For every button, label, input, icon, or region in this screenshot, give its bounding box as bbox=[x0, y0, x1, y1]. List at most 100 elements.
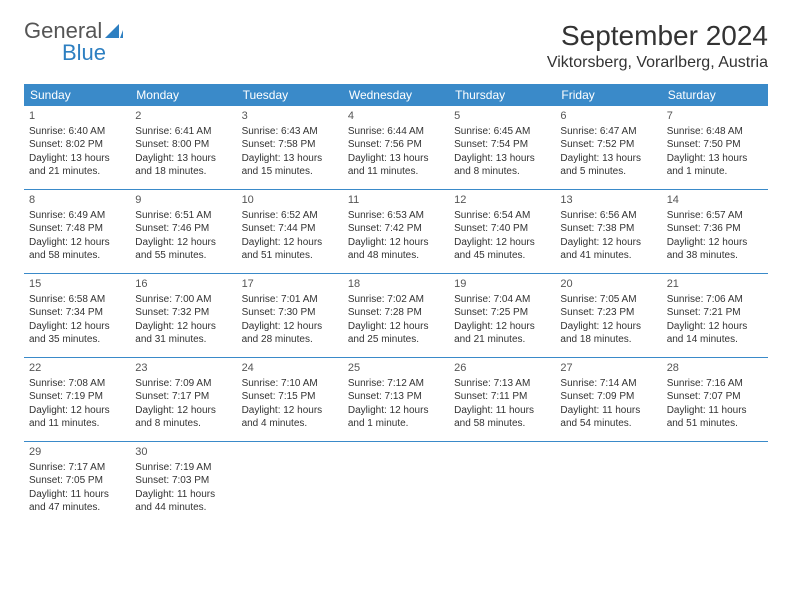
day-daylight1: Daylight: 12 hours bbox=[135, 404, 231, 418]
day-daylight1: Daylight: 12 hours bbox=[667, 320, 763, 334]
day-sunrise: Sunrise: 6:54 AM bbox=[454, 209, 550, 223]
day-daylight1: Daylight: 11 hours bbox=[560, 404, 656, 418]
calendar-day-cell bbox=[237, 442, 343, 526]
calendar-day-cell: 14Sunrise: 6:57 AMSunset: 7:36 PMDayligh… bbox=[662, 190, 768, 274]
day-number: 12 bbox=[454, 193, 550, 208]
day-number: 30 bbox=[135, 445, 231, 460]
day-daylight2: and 1 minute. bbox=[667, 165, 763, 179]
day-daylight2: and 21 minutes. bbox=[454, 333, 550, 347]
day-number: 4 bbox=[348, 109, 444, 124]
weekday-header: Wednesday bbox=[343, 84, 449, 106]
day-sunrise: Sunrise: 7:19 AM bbox=[135, 461, 231, 475]
day-sunset: Sunset: 7:34 PM bbox=[29, 306, 125, 320]
calendar-day-cell: 30Sunrise: 7:19 AMSunset: 7:03 PMDayligh… bbox=[130, 442, 236, 526]
day-daylight1: Daylight: 12 hours bbox=[29, 404, 125, 418]
day-sunrise: Sunrise: 6:43 AM bbox=[242, 125, 338, 139]
calendar-day-cell: 17Sunrise: 7:01 AMSunset: 7:30 PMDayligh… bbox=[237, 274, 343, 358]
day-sunrise: Sunrise: 6:53 AM bbox=[348, 209, 444, 223]
day-sunset: Sunset: 7:05 PM bbox=[29, 474, 125, 488]
day-daylight1: Daylight: 12 hours bbox=[135, 236, 231, 250]
day-daylight2: and 38 minutes. bbox=[667, 249, 763, 263]
day-daylight2: and 15 minutes. bbox=[242, 165, 338, 179]
day-sunset: Sunset: 7:09 PM bbox=[560, 390, 656, 404]
day-daylight2: and 28 minutes. bbox=[242, 333, 338, 347]
day-sunset: Sunset: 7:48 PM bbox=[29, 222, 125, 236]
calendar-day-cell: 26Sunrise: 7:13 AMSunset: 7:11 PMDayligh… bbox=[449, 358, 555, 442]
day-sunset: Sunset: 7:52 PM bbox=[560, 138, 656, 152]
day-sunset: Sunset: 7:25 PM bbox=[454, 306, 550, 320]
logo: General Blue bbox=[24, 20, 123, 64]
logo-text: General Blue bbox=[24, 20, 123, 64]
day-daylight1: Daylight: 12 hours bbox=[29, 320, 125, 334]
day-daylight2: and 31 minutes. bbox=[135, 333, 231, 347]
calendar-day-cell: 3Sunrise: 6:43 AMSunset: 7:58 PMDaylight… bbox=[237, 106, 343, 190]
day-sunrise: Sunrise: 7:04 AM bbox=[454, 293, 550, 307]
day-sunrise: Sunrise: 7:13 AM bbox=[454, 377, 550, 391]
calendar-day-cell: 19Sunrise: 7:04 AMSunset: 7:25 PMDayligh… bbox=[449, 274, 555, 358]
header: General Blue September 2024 Viktorsberg,… bbox=[24, 20, 768, 72]
day-daylight2: and 18 minutes. bbox=[135, 165, 231, 179]
day-number: 23 bbox=[135, 361, 231, 376]
day-daylight2: and 44 minutes. bbox=[135, 501, 231, 515]
day-sunset: Sunset: 7:46 PM bbox=[135, 222, 231, 236]
day-daylight1: Daylight: 13 hours bbox=[560, 152, 656, 166]
day-number: 17 bbox=[242, 277, 338, 292]
day-sunset: Sunset: 7:28 PM bbox=[348, 306, 444, 320]
day-sunset: Sunset: 7:19 PM bbox=[29, 390, 125, 404]
day-daylight2: and 11 minutes. bbox=[29, 417, 125, 431]
month-title: September 2024 bbox=[547, 20, 768, 52]
day-daylight2: and 51 minutes. bbox=[667, 417, 763, 431]
day-daylight2: and 8 minutes. bbox=[454, 165, 550, 179]
day-number: 16 bbox=[135, 277, 231, 292]
calendar-day-cell: 29Sunrise: 7:17 AMSunset: 7:05 PMDayligh… bbox=[24, 442, 130, 526]
day-sunset: Sunset: 8:02 PM bbox=[29, 138, 125, 152]
day-sunrise: Sunrise: 7:06 AM bbox=[667, 293, 763, 307]
day-daylight2: and 21 minutes. bbox=[29, 165, 125, 179]
calendar-week-row: 29Sunrise: 7:17 AMSunset: 7:05 PMDayligh… bbox=[24, 442, 768, 526]
day-sunset: Sunset: 7:17 PM bbox=[135, 390, 231, 404]
logo-blue: Blue bbox=[62, 40, 106, 65]
weekday-header: Tuesday bbox=[237, 84, 343, 106]
day-daylight1: Daylight: 12 hours bbox=[560, 236, 656, 250]
day-sunrise: Sunrise: 6:57 AM bbox=[667, 209, 763, 223]
day-daylight1: Daylight: 11 hours bbox=[29, 488, 125, 502]
day-number: 29 bbox=[29, 445, 125, 460]
calendar-day-cell: 24Sunrise: 7:10 AMSunset: 7:15 PMDayligh… bbox=[237, 358, 343, 442]
day-sunset: Sunset: 7:56 PM bbox=[348, 138, 444, 152]
day-sunset: Sunset: 7:38 PM bbox=[560, 222, 656, 236]
day-number: 15 bbox=[29, 277, 125, 292]
day-number: 5 bbox=[454, 109, 550, 124]
calendar-day-cell: 9Sunrise: 6:51 AMSunset: 7:46 PMDaylight… bbox=[130, 190, 236, 274]
day-number: 18 bbox=[348, 277, 444, 292]
day-daylight1: Daylight: 11 hours bbox=[667, 404, 763, 418]
day-number: 1 bbox=[29, 109, 125, 124]
weekday-header-row: Sunday Monday Tuesday Wednesday Thursday… bbox=[24, 84, 768, 106]
day-daylight1: Daylight: 13 hours bbox=[135, 152, 231, 166]
weekday-header: Friday bbox=[555, 84, 661, 106]
day-sunset: Sunset: 7:21 PM bbox=[667, 306, 763, 320]
day-daylight1: Daylight: 12 hours bbox=[242, 236, 338, 250]
day-sunrise: Sunrise: 6:41 AM bbox=[135, 125, 231, 139]
day-daylight2: and 45 minutes. bbox=[454, 249, 550, 263]
day-daylight2: and 4 minutes. bbox=[242, 417, 338, 431]
day-daylight1: Daylight: 12 hours bbox=[667, 236, 763, 250]
day-daylight1: Daylight: 13 hours bbox=[29, 152, 125, 166]
day-daylight1: Daylight: 12 hours bbox=[242, 404, 338, 418]
calendar-day-cell: 4Sunrise: 6:44 AMSunset: 7:56 PMDaylight… bbox=[343, 106, 449, 190]
day-number: 3 bbox=[242, 109, 338, 124]
weekday-header: Sunday bbox=[24, 84, 130, 106]
calendar-day-cell: 7Sunrise: 6:48 AMSunset: 7:50 PMDaylight… bbox=[662, 106, 768, 190]
day-number: 11 bbox=[348, 193, 444, 208]
calendar-day-cell: 20Sunrise: 7:05 AMSunset: 7:23 PMDayligh… bbox=[555, 274, 661, 358]
day-sunrise: Sunrise: 7:09 AM bbox=[135, 377, 231, 391]
calendar-day-cell: 10Sunrise: 6:52 AMSunset: 7:44 PMDayligh… bbox=[237, 190, 343, 274]
day-sunrise: Sunrise: 7:02 AM bbox=[348, 293, 444, 307]
day-sunrise: Sunrise: 6:45 AM bbox=[454, 125, 550, 139]
day-sunrise: Sunrise: 7:14 AM bbox=[560, 377, 656, 391]
day-number: 2 bbox=[135, 109, 231, 124]
day-sunrise: Sunrise: 6:40 AM bbox=[29, 125, 125, 139]
day-sunset: Sunset: 7:30 PM bbox=[242, 306, 338, 320]
day-daylight2: and 35 minutes. bbox=[29, 333, 125, 347]
calendar-day-cell: 15Sunrise: 6:58 AMSunset: 7:34 PMDayligh… bbox=[24, 274, 130, 358]
day-daylight1: Daylight: 12 hours bbox=[29, 236, 125, 250]
